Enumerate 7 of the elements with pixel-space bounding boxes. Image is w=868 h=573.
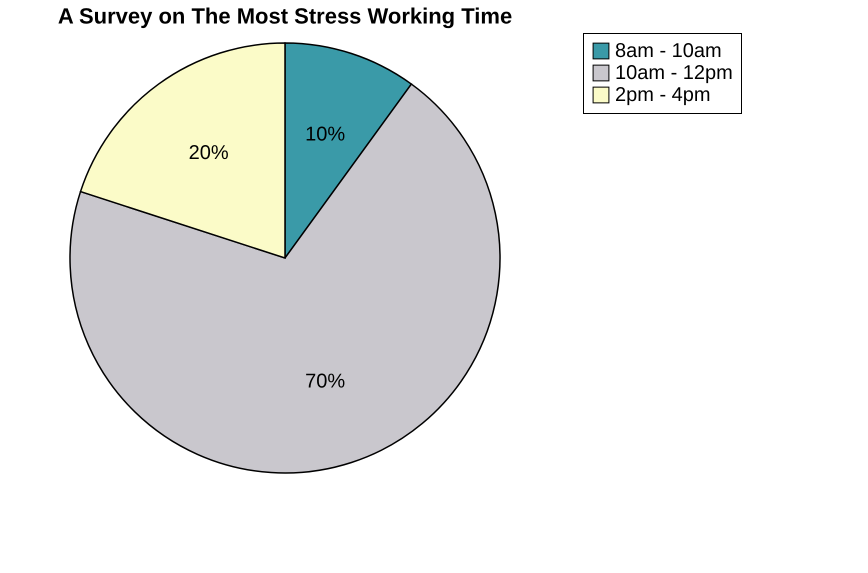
data-label: 10% [305,123,346,146]
data-label: 70% [305,370,346,393]
chart-title: A Survey on The Most Stress Working Time [58,4,512,28]
legend-label: 8am - 10am [615,40,722,62]
legend-label: 2pm - 4pm [615,84,711,106]
legend-label: 10am - 12pm [615,62,733,84]
data-label: 20% [188,142,229,164]
